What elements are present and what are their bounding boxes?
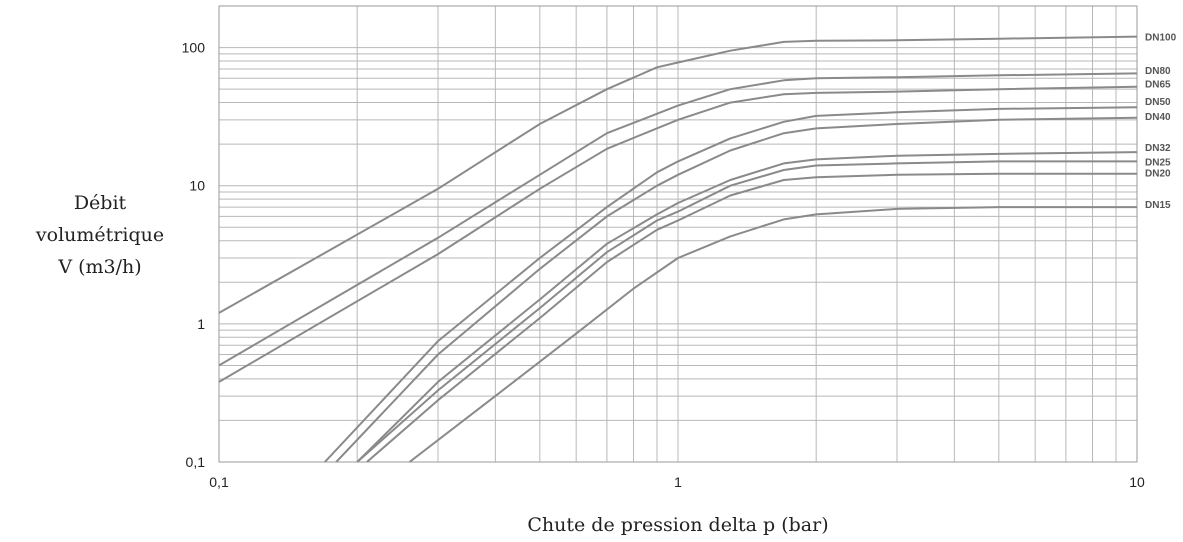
series-label-dn50: DN50 [1145,97,1171,108]
series-label-dn80: DN80 [1145,66,1171,77]
series-label-dn65: DN65 [1145,79,1171,90]
series-line-dn50 [324,106,1137,462]
series-label-dn100: DN100 [1145,33,1177,44]
series-line-dn100 [219,35,1137,314]
series-group [219,35,1137,462]
series-line-dn80 [219,72,1137,367]
plot-frame [218,5,1138,463]
y-tick-label: 0,1 [186,454,206,470]
series-line-dn15 [408,206,1137,462]
y-tick-label: 10 [189,178,205,194]
x-tick-labels: 0,1 1 10 [209,474,1145,490]
y-axis-label: Débit volumétrique V (m3/h) [35,192,164,278]
y-tick-label: 1 [197,316,205,332]
series-line-dn32 [356,151,1137,462]
x-tick-label: 1 [674,474,682,490]
x-tick-label: 0,1 [209,474,229,490]
series-line-dn20 [366,172,1137,462]
y-axis-label-line: V (m3/h) [57,256,141,278]
series-line-dn40 [335,116,1137,462]
series-label-dn40: DN40 [1145,112,1171,123]
series-label-dn25: DN25 [1145,157,1171,168]
y-tick-labels: 0,1 1 10 100 [182,40,206,470]
y-axis-label-line: volumétrique [35,224,164,246]
series-label-dn15: DN15 [1145,200,1171,211]
series-label-dn20: DN20 [1145,168,1171,179]
x-tick-label: 10 [1129,474,1145,490]
y-tick-label: 100 [182,40,206,56]
series-line-dn25 [356,160,1137,462]
x-axis-label: Chute de pression delta p (bar) [527,514,828,536]
y-axis-label-line: Débit [74,192,127,214]
series-label-dn32: DN32 [1145,143,1171,154]
series-line-dn65 [219,85,1137,383]
